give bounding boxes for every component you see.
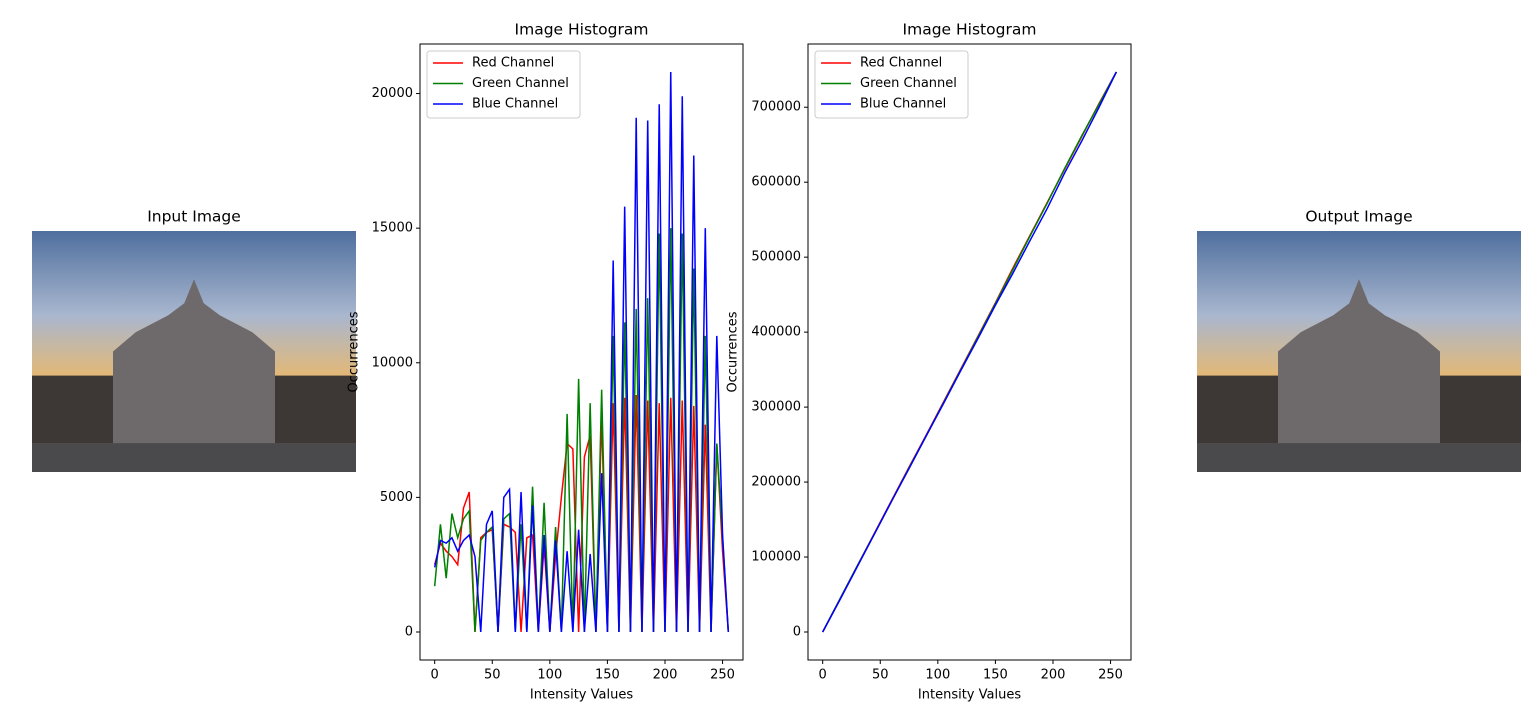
- y-tick-label: 400000: [751, 325, 801, 340]
- image-title: Output Image: [1305, 208, 1412, 226]
- cathedral: [113, 279, 275, 444]
- axes-frame: [807, 43, 1132, 661]
- legend-box: [426, 50, 581, 119]
- axes-frame: [419, 43, 744, 661]
- series-line: [433, 71, 730, 633]
- y-tick-label: 20000: [372, 86, 413, 101]
- ground: [32, 443, 356, 472]
- y-axis-label: Occurrences: [726, 311, 741, 392]
- y-tick-label: 0: [405, 625, 413, 640]
- legend-label: Red Channel: [860, 56, 942, 71]
- series-line: [822, 71, 1117, 633]
- y-tick-label: 200000: [751, 475, 801, 490]
- legend-label: Green Channel: [860, 76, 957, 91]
- x-axis-label: Intensity Values: [918, 688, 1021, 703]
- x-tick-label: 150: [983, 668, 1008, 683]
- x-tick-label: 0: [819, 668, 827, 683]
- y-tick-label: 500000: [751, 250, 801, 265]
- series-line: [433, 395, 730, 633]
- y-axis-label: Occurrences: [347, 311, 362, 392]
- x-tick-label: 150: [595, 668, 620, 683]
- y-tick-label: 5000: [380, 490, 413, 505]
- x-tick-label: 100: [925, 668, 950, 683]
- x-tick-label: 50: [872, 668, 889, 683]
- x-tick-label: 250: [1098, 668, 1123, 683]
- legend-box: [814, 50, 969, 119]
- x-tick-label: 0: [431, 668, 439, 683]
- y-tick-label: 0: [793, 625, 801, 640]
- x-tick-label: 200: [1041, 668, 1066, 683]
- image: [1197, 231, 1521, 472]
- cathedral: [1278, 279, 1440, 444]
- y-tick-label: 100000: [751, 550, 801, 565]
- y-tick-label: 300000: [751, 400, 801, 415]
- y-tick-label: 15000: [372, 221, 413, 236]
- x-tick-label: 200: [653, 668, 678, 683]
- y-tick-label: 700000: [751, 100, 801, 115]
- y-tick-label: 600000: [751, 175, 801, 190]
- x-tick-label: 50: [484, 668, 501, 683]
- legend-label: Green Channel: [472, 76, 569, 91]
- ground: [1197, 443, 1521, 472]
- y-tick-label: 10000: [372, 355, 413, 370]
- x-tick-label: 100: [537, 668, 562, 683]
- image-title: Input Image: [147, 208, 241, 226]
- x-axis-label: Intensity Values: [530, 688, 633, 703]
- chart-title: Image Histogram: [903, 21, 1037, 39]
- legend-label: Blue Channel: [472, 97, 558, 112]
- x-tick-label: 250: [710, 668, 735, 683]
- legend-label: Red Channel: [472, 56, 554, 71]
- image: [32, 231, 356, 472]
- legend-label: Blue Channel: [860, 97, 946, 112]
- chart-title: Image Histogram: [515, 21, 649, 39]
